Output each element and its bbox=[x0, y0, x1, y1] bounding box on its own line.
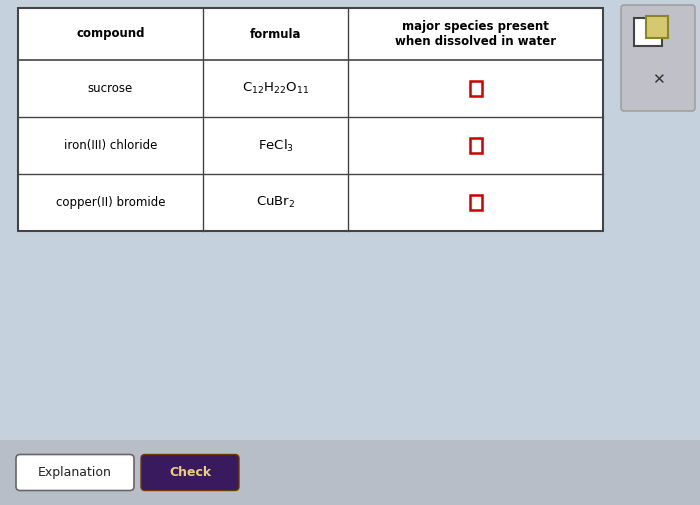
Bar bbox=[646, 16, 668, 38]
Text: copper(II) bromide: copper(II) bromide bbox=[56, 196, 165, 209]
Text: ✕: ✕ bbox=[652, 73, 664, 87]
Text: Explanation: Explanation bbox=[38, 466, 112, 479]
Text: compound: compound bbox=[76, 27, 145, 40]
Bar bbox=[470, 195, 482, 210]
Text: sucrose: sucrose bbox=[88, 82, 133, 95]
Text: major species present
when dissolved in water: major species present when dissolved in … bbox=[395, 20, 556, 48]
Text: $\mathregular{CuBr_{2}}$: $\mathregular{CuBr_{2}}$ bbox=[256, 195, 295, 210]
Bar bbox=[470, 138, 482, 153]
Text: iron(III) chloride: iron(III) chloride bbox=[64, 139, 158, 152]
Bar bbox=[470, 81, 482, 96]
Text: $\mathregular{FeCl_{3}}$: $\mathregular{FeCl_{3}}$ bbox=[258, 137, 293, 154]
Bar bbox=[0, 440, 700, 505]
FancyBboxPatch shape bbox=[16, 454, 134, 490]
Bar bbox=[634, 18, 662, 46]
FancyBboxPatch shape bbox=[141, 454, 239, 490]
FancyBboxPatch shape bbox=[621, 5, 695, 111]
Text: formula: formula bbox=[250, 27, 301, 40]
Text: Check: Check bbox=[169, 466, 211, 479]
Bar bbox=[18, 8, 603, 231]
Text: $\mathregular{C_{12}H_{22}O_{11}}$: $\mathregular{C_{12}H_{22}O_{11}}$ bbox=[242, 81, 309, 96]
